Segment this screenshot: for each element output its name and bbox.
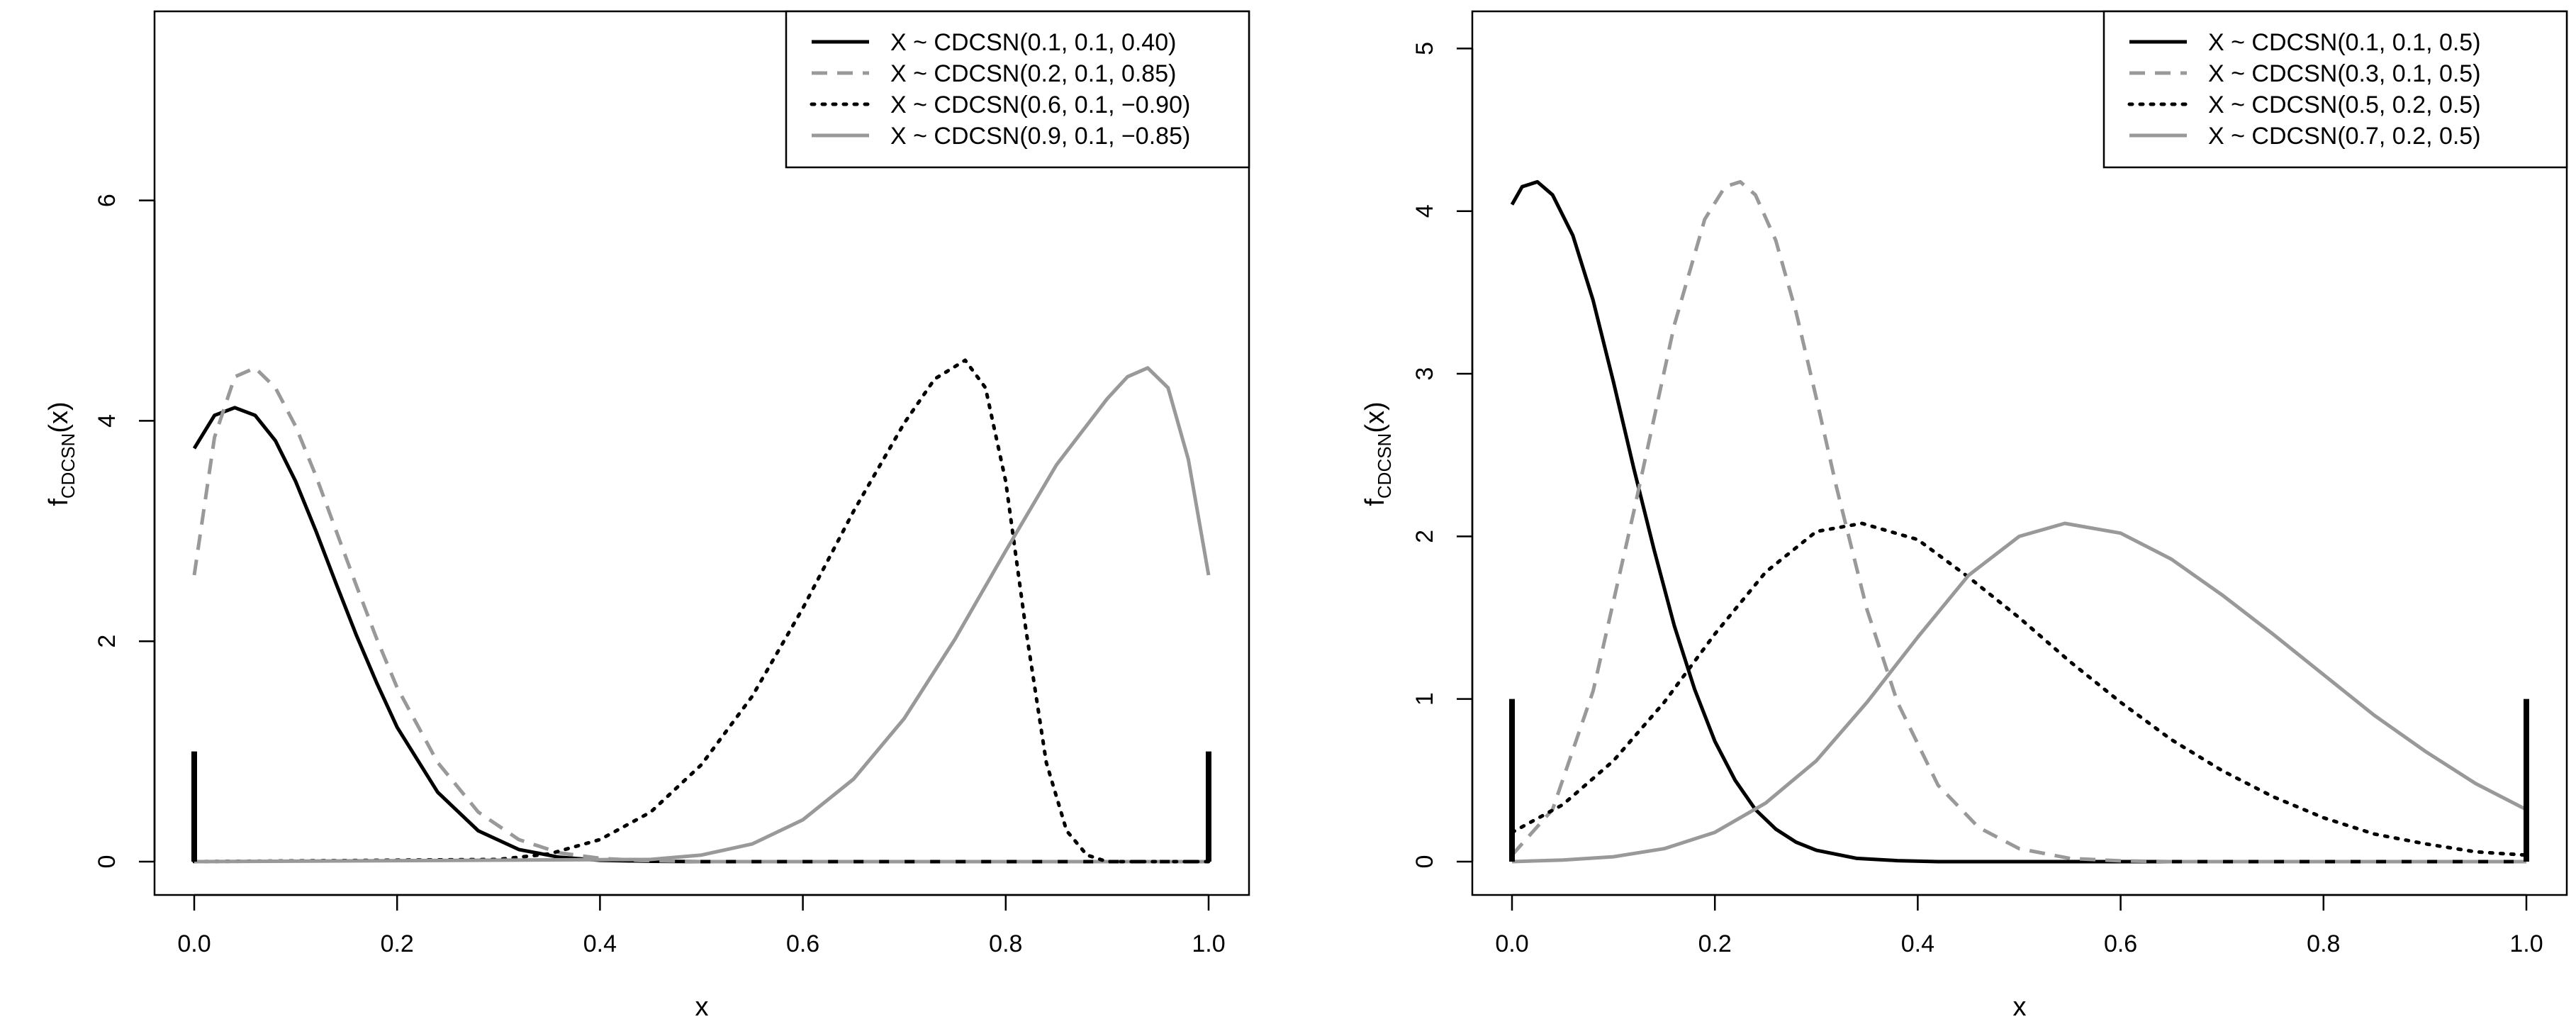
y-tick-label: 0 (94, 855, 121, 869)
series-line-4 (194, 366, 1211, 864)
series-line-3 (192, 358, 1211, 864)
legend-entry-4: X ~ CDCSN(0.9, 0.1, −0.85) (890, 123, 1190, 150)
x-tick-label: 0.0 (177, 930, 211, 957)
y-tick-label: 5 (1411, 42, 1438, 55)
x-axis-title: x (695, 992, 709, 1022)
legend-entry-2: X ~ CDCSN(0.3, 0.1, 0.5) (2208, 60, 2481, 87)
x-tick-label: 0.2 (381, 930, 414, 957)
series-line-3 (1510, 521, 2529, 857)
x-tick-label: 0.6 (2104, 930, 2137, 957)
legend-box (2102, 10, 2568, 169)
y-tick-label: 1 (1411, 692, 1438, 706)
series-line-2 (1511, 179, 2526, 864)
y-tick-label: 2 (1411, 530, 1438, 543)
y-axis-title-subscript: CDCSN (57, 433, 79, 499)
legend: X ~ CDCSN(0.1, 0.1, 0.5) X ~ CDCSN(0.3, 0… (2102, 10, 2568, 169)
y-tick-label: 6 (94, 194, 121, 207)
x-tick-label: 0.4 (1901, 930, 1934, 957)
y-axis-title: fCDCSN(x) (44, 401, 79, 506)
y-axis-title-tail: (x) (1360, 401, 1390, 433)
y-tick-label: 4 (94, 414, 121, 428)
y-axis-title-main: f (1360, 499, 1390, 506)
x-tick-label: 0.8 (989, 930, 1022, 957)
legend-entry-4: X ~ CDCSN(0.7, 0.2, 0.5) (2208, 123, 2481, 150)
y-tick-label: 2 (94, 635, 121, 648)
y-axis-title: fCDCSN(x) (1360, 401, 1395, 506)
x-tick-label: 0.4 (583, 930, 617, 957)
legend-box (785, 10, 1250, 169)
chart-panel-2: 0.0 0.2 0.4 0.6 0.8 1.0 0 1 2 3 4 5 x fCDCSN(x) X ~ CD… (1360, 10, 2568, 1022)
x-tick-label: 0.8 (2307, 930, 2340, 957)
x-tick-label: 1.0 (1192, 930, 1225, 957)
x-tick-label: 0.2 (1698, 930, 1732, 957)
legend-entry-1: X ~ CDCSN(0.1, 0.1, 0.5) (2208, 29, 2481, 56)
legend-entry-3: X ~ CDCSN(0.6, 0.1, −0.90) (890, 91, 1190, 118)
chart-panel-1: 0.0 0.2 0.4 0.6 0.8 1.0 0 2 4 6 x fCDCSN(x) X ~ CDCS… (44, 10, 1250, 1022)
x-tick-label: 1.0 (2509, 930, 2543, 957)
legend-entry-2: X ~ CDCSN(0.2, 0.1, 0.85) (890, 60, 1176, 87)
x-axis-title: x (2013, 992, 2027, 1022)
legend-entry-3: X ~ CDCSN(0.5, 0.2, 0.5) (2208, 91, 2481, 118)
legend-entry-1: X ~ CDCSN(0.1, 0.1, 0.40) (890, 29, 1176, 56)
series-line-1 (192, 406, 1209, 864)
y-tick-label: 4 (1411, 204, 1438, 218)
y-axis-title-main: f (44, 499, 74, 506)
legend: X ~ CDCSN(0.1, 0.1, 0.40) X ~ CDCSN(0.2, … (785, 10, 1250, 169)
series-line-2 (192, 366, 1209, 864)
y-axis-title-subscript: CDCSN (1374, 433, 1395, 499)
series-line-4 (1511, 521, 2528, 864)
y-tick-label: 3 (1411, 367, 1438, 381)
y-axis-title-tail: (x) (44, 401, 74, 433)
x-tick-label: 0.6 (786, 930, 819, 957)
series-line-1 (1510, 179, 2526, 864)
x-tick-label: 0.0 (1495, 930, 1528, 957)
y-tick-label: 0 (1411, 855, 1438, 869)
